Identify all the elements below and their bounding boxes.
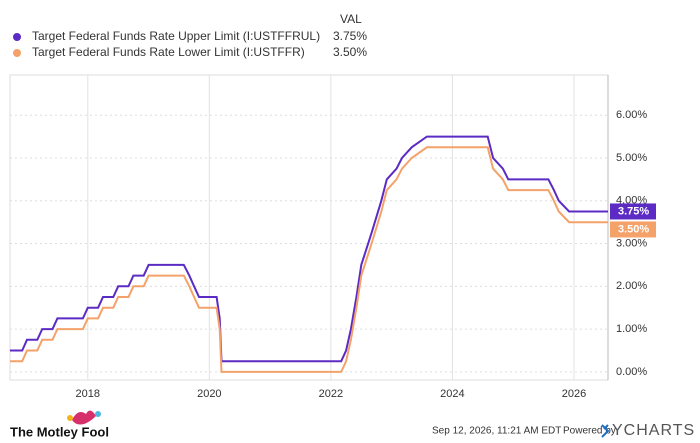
last-value-tag <box>610 221 656 238</box>
provider: YCHARTS <box>612 422 695 439</box>
brand-logo <box>67 410 101 425</box>
last-value-label: 3.50% <box>618 223 649 235</box>
x-tick-label: 2018 <box>76 388 100 400</box>
timestamp: Sep 12, 2026, 11:21 AM EDT <box>432 426 561 437</box>
series-line <box>10 146 608 373</box>
last-value-label: 3.75% <box>618 205 649 217</box>
y-tick-label: 3.00% <box>616 237 647 249</box>
x-tick-label: 2022 <box>319 388 343 400</box>
legend-label: Target Federal Funds Rate Upper Limit (I… <box>32 29 320 43</box>
legend-header: VAL <box>340 12 362 26</box>
y-tick-label: 1.00% <box>616 323 647 335</box>
provider-logo <box>601 424 610 438</box>
legend-value: 3.75% <box>333 29 367 43</box>
y-tick-label: 5.00% <box>616 152 647 164</box>
series-line <box>10 135 608 363</box>
last-value-tag <box>610 203 656 220</box>
legend-label: Target Federal Funds Rate Lower Limit (I… <box>32 45 305 59</box>
x-tick-label: 2026 <box>562 388 586 400</box>
legend-value: 3.50% <box>333 45 367 59</box>
legend-marker <box>13 49 21 57</box>
legend-marker <box>13 33 21 41</box>
y-tick-label: 2.00% <box>616 280 647 292</box>
y-tick-label: 0.00% <box>616 366 647 378</box>
x-tick-label: 2024 <box>440 388 464 400</box>
brand: The Motley Fool <box>10 424 109 439</box>
powered-by: Powered by <box>563 426 616 437</box>
y-tick-label: 6.00% <box>616 109 647 121</box>
x-tick-label: 2020 <box>197 388 221 400</box>
plot-frame <box>9 74 609 381</box>
